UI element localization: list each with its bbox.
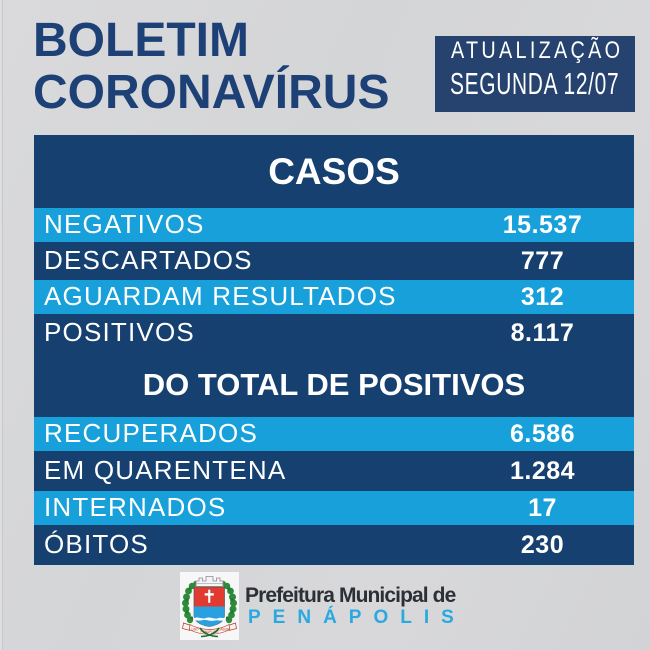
svg-text:UNO: UNO — [191, 628, 199, 632]
svg-text:LABOR: LABOR — [219, 628, 231, 632]
svg-text:PENAPOLIS: PENAPOLIS — [200, 630, 218, 634]
